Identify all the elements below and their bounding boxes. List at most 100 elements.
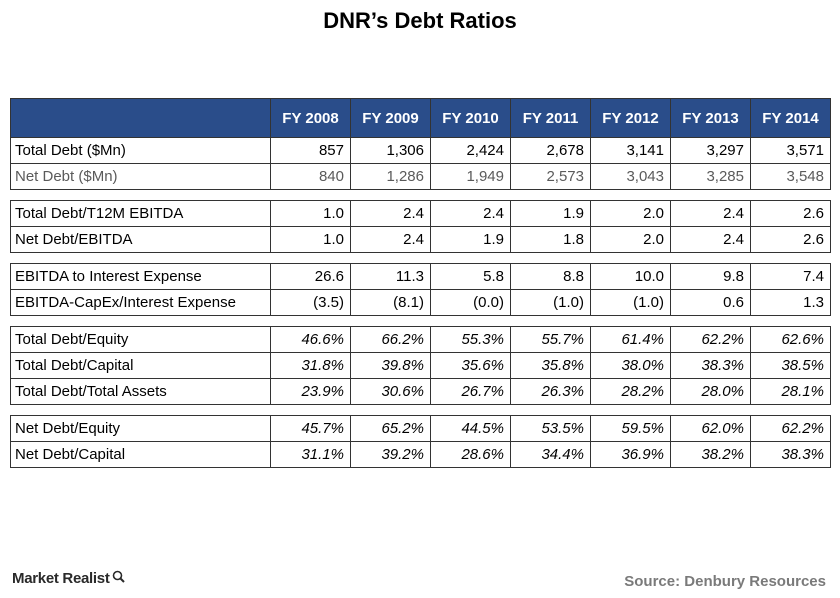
table-cell: 28.1% [750, 378, 831, 405]
table-cell: 5.8 [430, 263, 511, 290]
table-cell: 36.9% [590, 441, 671, 468]
table-cell: (1.0) [510, 289, 591, 316]
table-cell: 1.0 [270, 200, 351, 227]
table-cell: 8.8 [510, 263, 591, 290]
table-row: Net Debt/Equity 45.7% 65.2% 44.5% 53.5% 59.5%… [10, 415, 831, 442]
table-cell: 2.4 [350, 200, 431, 227]
table-cell: 1,949 [430, 163, 511, 190]
table-cell: 2.4 [350, 226, 431, 253]
table-cell: 3,043 [590, 163, 671, 190]
row-label: Net Debt/EBITDA [10, 226, 271, 253]
table-cell: 7.4 [750, 263, 831, 290]
market-realist-logo: Market Realist [12, 570, 125, 587]
table-cell: 857 [270, 137, 351, 164]
table-cell: 38.2% [670, 441, 751, 468]
table-cell: 55.7% [510, 326, 591, 353]
table-cell: 66.2% [350, 326, 431, 353]
row-label: Total Debt/Capital [10, 352, 271, 379]
table-cell: 46.6% [270, 326, 351, 353]
table-cell: 31.1% [270, 441, 351, 468]
column-header: FY 2014 [750, 98, 831, 138]
row-label: Net Debt ($Mn) [10, 163, 271, 190]
table-cell: 3,285 [670, 163, 751, 190]
table-cell: 26.7% [430, 378, 511, 405]
table-cell: 1.9 [510, 200, 591, 227]
chart-title: DNR’s Debt Ratios [323, 8, 517, 33]
row-label: Total Debt ($Mn) [10, 137, 271, 164]
column-header: FY 2008 [270, 98, 351, 138]
table-cell: 59.5% [590, 415, 671, 442]
row-label: Total Debt/T12M EBITDA [10, 200, 271, 227]
table-cell: 3,141 [590, 137, 671, 164]
table-cell: 9.8 [670, 263, 751, 290]
table-row: Total Debt/T12M EBITDA 1.0 2.4 2.4 1.9 2.0 2.4… [10, 200, 831, 227]
table-row: EBITDA-CapEx/Interest Expense (3.5) (8.1)(… [10, 289, 831, 316]
table-cell: 53.5% [510, 415, 591, 442]
table-cell: (8.1) [350, 289, 431, 316]
table-cell: 2.4 [670, 226, 751, 253]
table-cell: 2.0 [590, 226, 671, 253]
table-cell: 2,573 [510, 163, 591, 190]
table-cell: 55.3% [430, 326, 511, 353]
row-label: Total Debt/Equity [10, 326, 271, 353]
table-cell: 3,548 [750, 163, 831, 190]
table-cell: 38.5% [750, 352, 831, 379]
table-cell: 2,678 [510, 137, 591, 164]
table-row: Net Debt/Capital 31.1% 39.2% 28.6% 34.4% 36.9… [10, 441, 831, 468]
table-row: Total Debt/Equity 46.6% 66.2% 55.3% 55.7% 61.… [10, 326, 831, 353]
table-cell: 28.2% [590, 378, 671, 405]
source-note: Source: Denbury Resources [624, 573, 826, 590]
table-row: Total Debt/Total Assets 23.9% 30.6% 26.7% 26… [10, 378, 831, 405]
table-cell: 1.9 [430, 226, 511, 253]
table-cell: 38.0% [590, 352, 671, 379]
table-cell: 35.6% [430, 352, 511, 379]
table-cell: (0.0) [430, 289, 511, 316]
table-cell: 45.7% [270, 415, 351, 442]
table-cell: 10.0 [590, 263, 671, 290]
table-cell: 35.8% [510, 352, 591, 379]
table-cell: 30.6% [350, 378, 431, 405]
group-spacer [11, 253, 831, 264]
table-cell: 26.3% [510, 378, 591, 405]
table-cell: 65.2% [350, 415, 431, 442]
column-header: FY 2010 [430, 98, 511, 138]
table-cell: 1.0 [270, 226, 351, 253]
table-header-row: FY 2008 FY 2009 FY 2010 FY 2011 FY 2012 FY 20… [10, 98, 831, 138]
column-header: FY 2011 [510, 98, 591, 138]
table-cell: 28.0% [670, 378, 751, 405]
table-cell: 2.4 [430, 200, 511, 227]
table-cell: 2.6 [750, 226, 831, 253]
table-cell: 11.3 [350, 263, 431, 290]
table-cell: 2.6 [750, 200, 831, 227]
table-row: EBITDA to Interest Expense 26.6 11.3 5.8 8.8… [10, 263, 831, 290]
table-row: Net Debt/EBITDA 1.0 2.4 1.9 1.8 2.0 2.4 2.6 [10, 226, 831, 253]
table-cell: 1.3 [750, 289, 831, 316]
table-cell: 31.8% [270, 352, 351, 379]
table-cell: 39.2% [350, 441, 431, 468]
table-cell: 23.9% [270, 378, 351, 405]
row-label: Net Debt/Capital [10, 441, 271, 468]
table-cell: 62.2% [750, 415, 831, 442]
row-label: Net Debt/Equity [10, 415, 271, 442]
table-row: Net Debt ($Mn) 840 1,286 1,949 2,573 3,043 3,2… [10, 163, 831, 190]
table-cell: 44.5% [430, 415, 511, 442]
table-cell: 0.6 [670, 289, 751, 316]
table-cell: 1.8 [510, 226, 591, 253]
table-row: Total Debt ($Mn) 857 1,306 2,424 2,678 3,141 3… [10, 137, 831, 164]
table-cell: 62.6% [750, 326, 831, 353]
header-corner-cell [10, 98, 271, 138]
table-cell: 28.6% [430, 441, 511, 468]
table-cell: 3,571 [750, 137, 831, 164]
row-label: EBITDA-CapEx/Interest Expense [10, 289, 271, 316]
table-body: Total Debt ($Mn) 857 1,306 2,424 2,678 3,141 3… [10, 137, 831, 468]
group-spacer [11, 190, 831, 201]
table-cell: 1,286 [350, 163, 431, 190]
column-header: FY 2009 [350, 98, 431, 138]
table-cell: 38.3% [750, 441, 831, 468]
table-cell: 2.0 [590, 200, 671, 227]
group-spacer [11, 316, 831, 327]
table-cell: (1.0) [590, 289, 671, 316]
column-header: FY 2013 [670, 98, 751, 138]
table-cell: 39.8% [350, 352, 431, 379]
magnifier-icon [112, 570, 125, 587]
